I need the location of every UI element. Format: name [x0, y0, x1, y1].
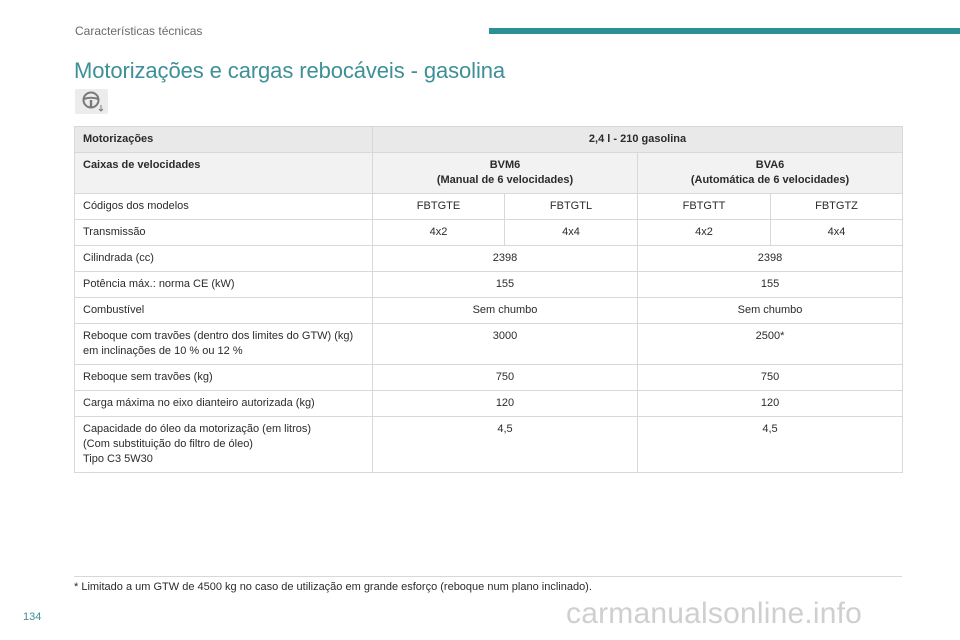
row-label-line: Reboque com travões (dentro dos limites … — [83, 330, 354, 342]
table-cell: 155 — [636, 271, 904, 298]
row-label: Reboque com travões (dentro dos limites … — [74, 323, 373, 365]
gearbox-cell: BVA6 (Automática de 6 velocidades) — [636, 152, 904, 194]
table-row: Códigos dos modelos FBTGTE FBTGTL FBTGTT… — [74, 193, 904, 220]
table-cell: 4,5 — [636, 416, 904, 473]
table-cell: 4,5 — [372, 416, 638, 473]
row-label: Reboque sem travões (kg) — [74, 364, 373, 391]
table-cell: Sem chumbo — [372, 297, 638, 324]
table-row: Transmissão 4x2 4x4 4x2 4x4 — [74, 219, 904, 246]
table-cell: 750 — [372, 364, 638, 391]
table-cell: 3000 — [372, 323, 638, 365]
steering-wheel-icon — [75, 89, 108, 114]
table-row: Combustível Sem chumbo Sem chumbo — [74, 297, 904, 324]
row-label: Motorizações — [74, 126, 373, 153]
table-cell: FBTGTL — [504, 193, 638, 220]
table-cell: 750 — [636, 364, 904, 391]
table-row: Cilindrada (cc) 2398 2398 — [74, 245, 904, 272]
footnote-divider — [74, 576, 902, 577]
row-label: Códigos dos modelos — [74, 193, 373, 220]
table-cell: 4x4 — [504, 219, 638, 246]
row-label-line: Capacidade do óleo da motorização (em li… — [83, 423, 312, 435]
table-row: Potência máx.: norma CE (kW) 155 155 — [74, 271, 904, 298]
table-cell: 4x2 — [372, 219, 505, 246]
gearbox-desc: (Automática de 6 velocidades) — [690, 174, 850, 186]
engine-name: 2,4 l - 210 gasolina — [371, 126, 904, 153]
specifications-table: Motorizações 2,4 l - 210 gasolina Caixas… — [74, 126, 904, 473]
table-row: Caixas de velocidades BVM6 (Manual de 6 … — [74, 152, 904, 194]
page-title: Motorizações e cargas rebocáveis - gasol… — [74, 58, 506, 83]
table-row: Capacidade do óleo da motorização (em li… — [74, 416, 904, 473]
table-cell: FBTGTT — [637, 193, 771, 220]
table-cell: 120 — [372, 390, 638, 417]
table-cell: Sem chumbo — [636, 297, 904, 324]
table-cell: 4x4 — [769, 219, 904, 246]
table-row: Reboque com travões (dentro dos limites … — [74, 323, 904, 365]
table-row: Reboque sem travões (kg) 750 750 — [74, 364, 904, 391]
row-label: Transmissão — [74, 219, 373, 246]
row-label: Potência máx.: norma CE (kW) — [74, 271, 373, 298]
row-label: Combustível — [74, 297, 373, 324]
table-cell: 2500* — [636, 323, 904, 365]
gearbox-code: BVM6 — [489, 159, 521, 171]
row-label: Capacidade do óleo da motorização (em li… — [74, 416, 373, 473]
table-cell: 2398 — [372, 245, 638, 272]
table-cell: 4x2 — [637, 219, 771, 246]
row-label-line: em inclinações de 10 % ou 12 % — [83, 345, 243, 357]
watermark: carmanualsonline.info — [566, 597, 863, 630]
row-label: Caixas de velocidades — [74, 152, 373, 194]
table-cell: FBTGTZ — [769, 193, 904, 220]
header-accent-bar — [489, 28, 960, 34]
page-number: 134 — [23, 611, 42, 623]
footnote: * Limitado a um GTW de 4500 kg no caso d… — [74, 581, 592, 593]
gearbox-desc: (Manual de 6 velocidades) — [436, 174, 574, 186]
table-cell: 120 — [636, 390, 904, 417]
table-cell: FBTGTE — [372, 193, 505, 220]
gearbox-cell: BVM6 (Manual de 6 velocidades) — [372, 152, 638, 194]
gearbox-code: BVA6 — [755, 159, 785, 171]
table-row: Carga máxima no eixo dianteiro autorizad… — [74, 390, 904, 417]
table-row: Motorizações 2,4 l - 210 gasolina — [74, 126, 904, 153]
row-label: Carga máxima no eixo dianteiro autorizad… — [74, 390, 373, 417]
row-label-line: Tipo C3 5W30 — [83, 453, 153, 465]
table-cell: 2398 — [636, 245, 904, 272]
section-header: Características técnicas — [75, 24, 203, 38]
row-label-line: (Com substituição do filtro de óleo) — [83, 438, 253, 450]
table-cell: 155 — [372, 271, 638, 298]
row-label: Cilindrada (cc) — [74, 245, 373, 272]
